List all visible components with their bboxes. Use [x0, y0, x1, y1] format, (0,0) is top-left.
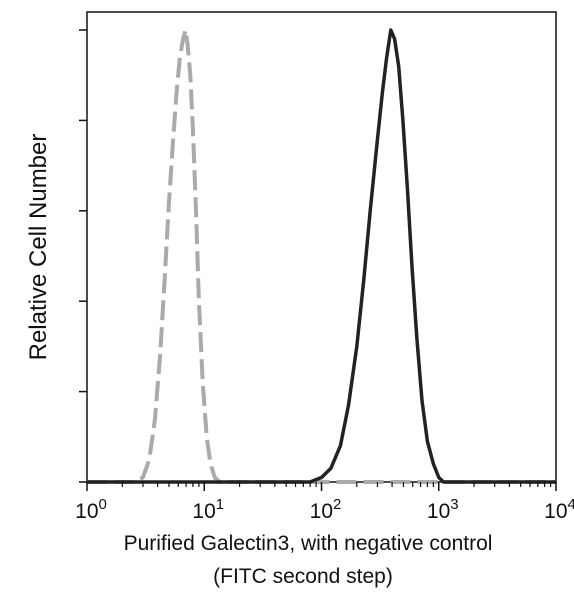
x-axis-label: Purified Galectin3, with negative contro… — [124, 532, 493, 555]
x-tick-label: 103 — [427, 496, 459, 523]
x-tick-label: 100 — [75, 496, 107, 523]
series-line-0 — [87, 28, 556, 484]
series-layer — [87, 28, 556, 484]
series-line-1 — [87, 28, 556, 484]
x-tick-label: 102 — [310, 496, 342, 523]
x-tick-label: 104 — [544, 496, 574, 523]
y-axis — [79, 29, 87, 483]
y-axis-label: Relative Cell Number — [25, 134, 52, 361]
x-axis-label-line2: (FITC second step) — [213, 565, 393, 588]
x-tick-label: 101 — [192, 496, 224, 523]
x-axis: 100 101 102 103 104 — [75, 482, 574, 523]
